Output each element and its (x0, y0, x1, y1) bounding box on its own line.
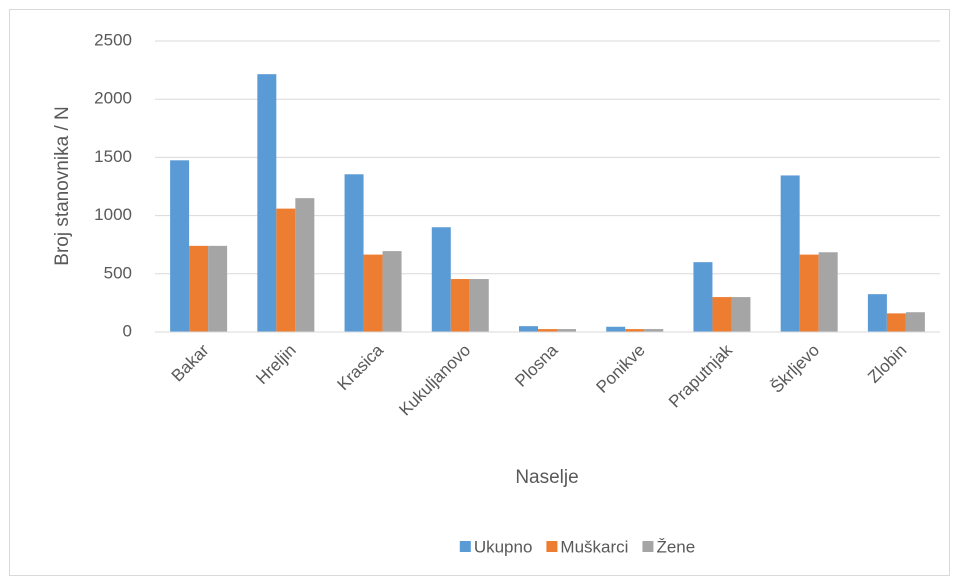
y-tick-label: 0 (123, 321, 132, 340)
bar (363, 254, 383, 332)
bar (469, 279, 489, 332)
bar (450, 279, 470, 332)
y-tick-label: 500 (104, 263, 132, 282)
y-axis-title: Broj stanovnika / N (52, 106, 73, 265)
legend-label: Žene (656, 537, 695, 556)
legend: Ukupno Muškarci Žene (459, 537, 695, 556)
bar (276, 208, 296, 332)
bar (867, 294, 887, 332)
bar (625, 329, 645, 332)
bar (519, 326, 538, 332)
bar (557, 329, 576, 332)
bar (780, 175, 800, 332)
bar (905, 312, 925, 332)
y-tick-label: 2500 (94, 30, 132, 49)
bar (170, 160, 190, 332)
bar (799, 254, 819, 332)
bar (208, 245, 228, 332)
bar (731, 297, 751, 332)
bar (295, 198, 315, 332)
bar (712, 297, 732, 332)
bar (606, 326, 626, 332)
legend-label: Ukupno (474, 537, 533, 556)
x-axis-title: Naselje (515, 467, 578, 488)
legend-swatch (642, 541, 654, 552)
bar (344, 174, 364, 332)
legend-swatch (546, 541, 558, 552)
y-tick-label: 1000 (94, 205, 132, 224)
bar (538, 329, 557, 332)
bar (886, 313, 906, 332)
bar (257, 74, 277, 332)
legend-label: Muškarci (560, 537, 628, 556)
bar (693, 262, 713, 332)
bar (431, 227, 451, 332)
bar (189, 245, 209, 332)
bar (818, 252, 838, 332)
legend-swatch (459, 541, 471, 552)
bar (644, 329, 664, 332)
bar (382, 251, 402, 332)
y-tick-label: 2000 (94, 89, 132, 108)
y-tick-label: 1500 (94, 147, 132, 166)
